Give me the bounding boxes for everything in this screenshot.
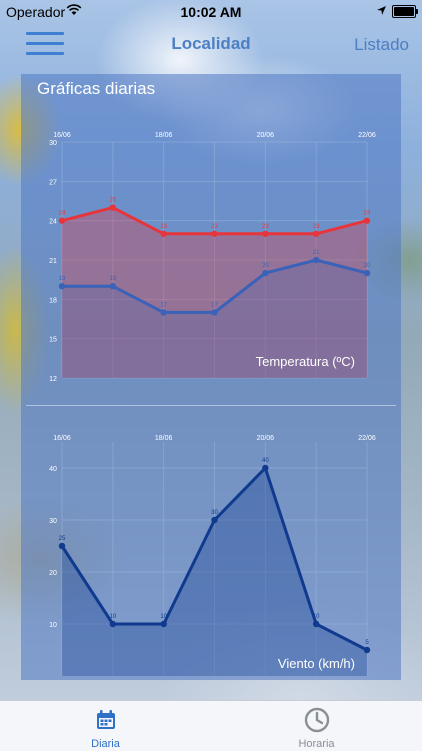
data-label: 25 (109, 198, 116, 204)
tab-horaria-label: Horaria (298, 738, 335, 750)
x-tick-label: 16/06 (53, 132, 71, 139)
data-point (363, 646, 371, 654)
calendar-icon (97, 710, 115, 729)
tab-diaria-label: Diaria (91, 738, 120, 750)
data-label: 25 (59, 536, 66, 542)
y-tick-label: 40 (49, 466, 57, 473)
location-arrow-icon (377, 6, 386, 15)
status-time: 10:02 AM (180, 4, 242, 20)
y-tick-label: 24 (49, 219, 57, 226)
y-tick-label: 18 (49, 297, 57, 304)
data-label: 10 (313, 614, 320, 620)
data-point (109, 620, 117, 628)
data-point (312, 256, 320, 264)
data-label: 21 (313, 250, 320, 256)
data-label: 24 (59, 211, 66, 217)
data-label: 23 (160, 224, 167, 230)
clock-icon (304, 707, 330, 733)
wind-chart: 10 20 30 40 16/06 18/06 20/06 22/06 25 10 10 30 40 10… (49, 435, 376, 676)
data-label: 19 (109, 276, 116, 282)
x-tick-label: 22/06 (358, 435, 376, 442)
data-point (109, 204, 117, 211)
tab-horaria[interactable]: Horaria (211, 701, 422, 751)
data-point (363, 217, 371, 224)
data-point (363, 269, 371, 277)
data-label: 17 (211, 302, 218, 308)
y-tick-label: 27 (49, 179, 57, 186)
data-point (211, 230, 218, 237)
data-label: 19 (59, 276, 66, 282)
data-label: 20 (262, 263, 269, 269)
wifi-icon (66, 4, 82, 15)
data-label: 20 (364, 263, 371, 269)
tab-diaria[interactable]: Diaria (0, 701, 211, 751)
status-bar: Operador 10:02 AM (0, 0, 422, 22)
x-tick-label: 18/06 (155, 132, 173, 139)
data-point (160, 230, 167, 237)
data-point (262, 464, 269, 472)
series-area (62, 260, 367, 378)
y-tick-label: 30 (49, 518, 57, 525)
list-button[interactable]: Listado (354, 35, 409, 54)
data-label: 23 (211, 224, 218, 230)
y-tick-label: 12 (49, 376, 57, 383)
data-point (312, 230, 320, 237)
x-tick-label: 18/06 (155, 435, 173, 442)
data-label: 10 (109, 614, 116, 620)
data-label: 30 (211, 510, 218, 516)
data-label: 23 (313, 224, 320, 230)
data-point (211, 516, 218, 524)
data-label: 40 (262, 458, 269, 464)
data-label: 17 (160, 302, 167, 308)
page-title: Localidad (171, 34, 251, 53)
data-point (58, 283, 66, 290)
chart-title: Viento (km/h) (278, 656, 355, 671)
series-area (62, 207, 367, 378)
data-label: 10 (160, 614, 167, 620)
data-label: 24 (364, 211, 371, 217)
data-point (58, 542, 66, 550)
y-tick-label: 20 (49, 570, 57, 577)
battery-icon (392, 5, 418, 18)
x-tick-label: 20/06 (257, 435, 275, 442)
hamburger-menu-icon[interactable] (26, 30, 64, 58)
data-point (109, 283, 117, 290)
data-point (211, 309, 218, 316)
data-point (312, 620, 320, 628)
x-tick-label: 22/06 (358, 132, 376, 139)
data-point (160, 309, 167, 316)
data-label: 23 (262, 224, 269, 230)
x-tick-label: 16/06 (53, 435, 71, 442)
tab-bar: Diaria Horaria (0, 700, 422, 751)
y-tick-label: 15 (49, 337, 57, 344)
data-label: 5 (365, 640, 369, 646)
y-tick-label: 30 (49, 140, 57, 147)
data-point (160, 620, 167, 628)
carrier-label: Operador (6, 4, 66, 20)
charts-divider (26, 405, 396, 406)
data-point (262, 269, 269, 277)
data-point (58, 217, 66, 224)
navigation-bar: Localidad Listado (0, 22, 422, 66)
data-point (262, 230, 269, 237)
y-tick-label: 21 (49, 258, 57, 265)
x-tick-label: 20/06 (257, 132, 275, 139)
y-tick-label: 10 (49, 622, 57, 629)
chart-title: Temperatura (ºC) (256, 354, 355, 369)
panel-title: Gráficas diarias (37, 79, 156, 98)
